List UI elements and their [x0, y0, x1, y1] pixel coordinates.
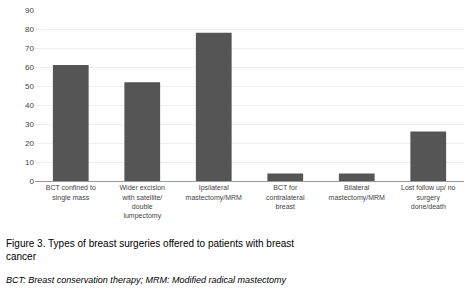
svg-text:Bilateralmastectomy/MRM: Bilateralmastectomy/MRM: [329, 184, 386, 201]
svg-text:20: 20: [25, 139, 34, 148]
svg-text:BCT forcontralateralbreast: BCT forcontralateralbreast: [266, 184, 305, 209]
svg-text:BCT confined tosingle mass: BCT confined tosingle mass: [46, 184, 96, 201]
svg-text:10: 10: [25, 158, 34, 167]
svg-text:70: 70: [25, 44, 34, 53]
svg-text:Lost follow up/ nosurgerydone/: Lost follow up/ nosurgerydone/death: [401, 184, 456, 209]
svg-text:80: 80: [25, 25, 34, 34]
svg-text:40: 40: [25, 101, 34, 110]
svg-text:60: 60: [25, 63, 34, 72]
svg-text:BCT: Breast conservation thera: BCT: Breast conservation therapy; MRM: M…: [6, 275, 286, 285]
svg-text:Figure 3. Types of breast surg: Figure 3. Types of breast surgeries offe…: [6, 238, 294, 262]
svg-text:90: 90: [25, 6, 34, 15]
svg-text:Wider excisionwith satellite/d: Wider excisionwith satellite/doublelumpe…: [119, 184, 165, 219]
svg-text:Ipsilateralmastectomy/MRM: Ipsilateralmastectomy/MRM: [186, 184, 243, 201]
svg-text:50: 50: [25, 82, 34, 91]
svg-text:30: 30: [25, 120, 34, 129]
svg-text:0: 0: [30, 177, 35, 186]
